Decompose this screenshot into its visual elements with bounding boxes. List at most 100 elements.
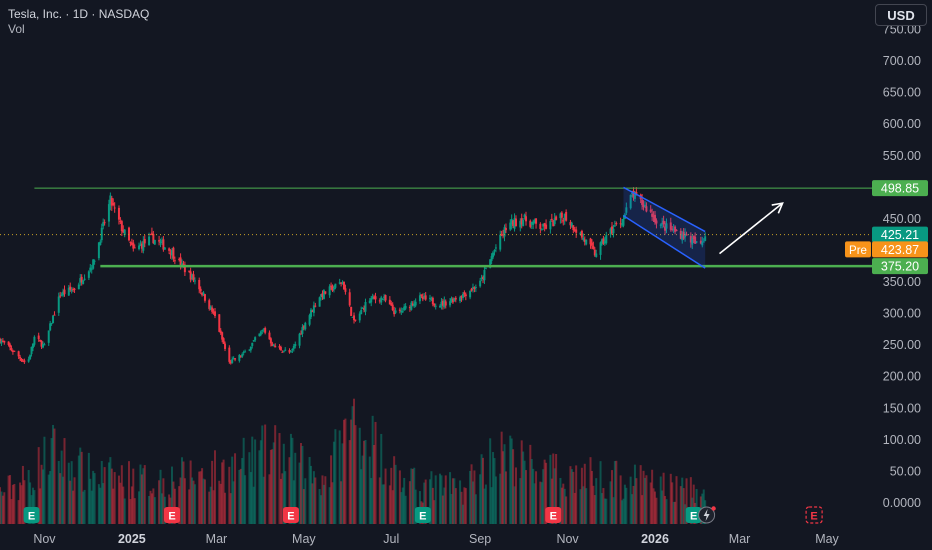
- candle-body: [378, 300, 381, 302]
- earnings-marker[interactable]: E: [414, 507, 431, 523]
- earnings-marker[interactable]: E: [23, 507, 40, 523]
- candle-body: [380, 297, 383, 303]
- candle-body: [563, 213, 566, 221]
- candle-body: [301, 327, 304, 334]
- volume-bar: [328, 487, 331, 524]
- candle-body: [579, 232, 582, 235]
- volume-bar: [651, 469, 654, 524]
- candle-body: [585, 239, 588, 245]
- earnings-marker[interactable]: E: [685, 507, 702, 523]
- volume-bar: [258, 450, 261, 524]
- volume-bar: [553, 468, 556, 524]
- volume-bar: [643, 477, 646, 524]
- volume-bar: [198, 471, 201, 524]
- volume-bar: [47, 474, 50, 524]
- earnings-marker[interactable]: E: [282, 507, 299, 523]
- candle-body: [37, 335, 40, 340]
- candle-body: [132, 242, 135, 249]
- candle-body: [605, 235, 608, 244]
- volume-bar: [262, 476, 265, 524]
- volume-bar: [595, 478, 598, 524]
- candle-body: [244, 351, 247, 353]
- candle-body: [433, 303, 436, 306]
- volume-bar: [179, 477, 182, 524]
- earnings-marker[interactable]: E: [163, 507, 180, 523]
- price-tick-label: 250.00: [883, 338, 921, 352]
- volume-bar: [341, 443, 344, 524]
- volume-bar: [274, 425, 277, 524]
- candle-body: [324, 291, 327, 294]
- currency-button[interactable]: USD: [875, 4, 927, 26]
- volume-bar: [622, 498, 625, 524]
- candle-body: [9, 344, 12, 348]
- candle-body: [41, 344, 44, 348]
- candle-body: [113, 207, 116, 209]
- candle-body: [474, 287, 477, 289]
- volume-bar: [67, 462, 70, 524]
- candle-body: [655, 220, 658, 224]
- volume-bar: [100, 460, 103, 524]
- candle-body: [570, 223, 573, 227]
- volume-bar: [695, 489, 698, 524]
- volume-bar: [384, 468, 387, 524]
- volume-bar: [189, 460, 192, 524]
- volume-bar: [461, 504, 464, 524]
- symbol-title[interactable]: Tesla, Inc. · 1D · NASDAQ: [8, 7, 150, 21]
- candle-body: [652, 216, 655, 218]
- volume-bar: [93, 473, 96, 524]
- candle-body: [0, 338, 1, 343]
- candle-body: [89, 267, 92, 271]
- candle-body: [602, 238, 605, 244]
- volume-bar: [284, 471, 287, 524]
- candle-body: [540, 229, 543, 231]
- earnings-marker-bg: [685, 507, 702, 523]
- volume-bar: [685, 478, 688, 524]
- volume-bar: [500, 431, 503, 524]
- candle-body: [328, 286, 331, 296]
- candle-body: [341, 281, 344, 285]
- candle-body: [269, 338, 272, 344]
- volume-bar: [504, 471, 507, 524]
- volume-bar: [150, 493, 153, 524]
- candle-body: [172, 247, 175, 259]
- volume-bar: [482, 457, 485, 524]
- volume-bar: [512, 449, 515, 524]
- volume-bar: [684, 504, 687, 524]
- pre-market-tag: Pre: [849, 245, 867, 257]
- volume-bar: [299, 443, 302, 524]
- volume-legend[interactable]: Vol: [8, 22, 25, 36]
- candle-body: [595, 253, 598, 257]
- candle-body: [473, 287, 476, 289]
- candle-body: [459, 297, 462, 302]
- volume-bar: [239, 468, 242, 524]
- candle-body: [611, 226, 614, 234]
- candle-body: [569, 222, 572, 226]
- earnings-marker[interactable]: E: [805, 506, 823, 524]
- volume-bar: [665, 499, 668, 524]
- volume-bar: [423, 482, 426, 524]
- candle-body: [57, 296, 60, 313]
- volume-bar: [238, 469, 241, 524]
- drawings: [0, 186, 872, 269]
- volume-bar: [53, 428, 56, 524]
- volume-bars: [0, 398, 707, 524]
- candle-body: [3, 340, 6, 343]
- candle-body: [702, 241, 705, 243]
- volume-bar: [370, 478, 373, 524]
- candle-body: [274, 345, 277, 348]
- volume-bar: [702, 489, 705, 524]
- volume-bar: [188, 489, 191, 524]
- candle-body: [320, 294, 323, 297]
- volume-bar: [324, 476, 327, 524]
- volume-bar: [50, 438, 53, 524]
- volume-bar: [7, 475, 10, 524]
- candle-body: [344, 288, 347, 292]
- candle-body: [312, 305, 315, 313]
- earnings-marker[interactable]: E: [545, 507, 562, 523]
- volume-bar: [70, 461, 73, 524]
- volume-bar: [549, 454, 552, 524]
- volume-bar: [112, 488, 115, 524]
- candle-body: [559, 213, 562, 219]
- time-axis[interactable]: Nov 2025 Mar May Jul Sep Nov 2026 Mar May: [33, 532, 839, 546]
